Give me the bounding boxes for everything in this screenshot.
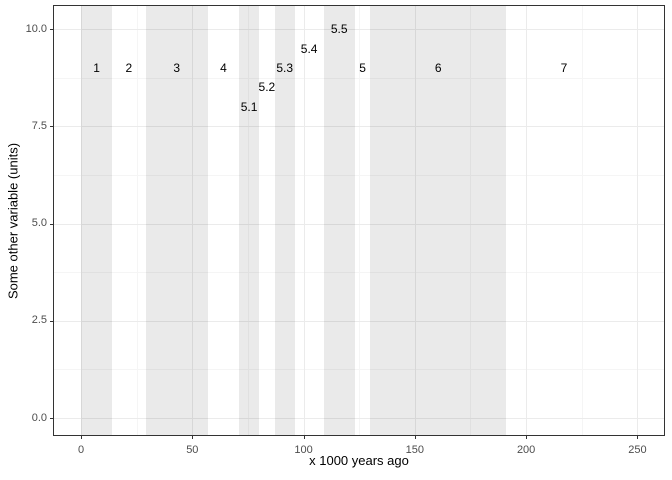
y-minor-gridline xyxy=(54,77,664,79)
x-tick-mark xyxy=(414,436,416,439)
stage-label: 1 xyxy=(93,61,100,76)
x-major-gridline xyxy=(81,6,83,435)
x-tick-label: 100 xyxy=(294,444,313,456)
stage-label: 5.2 xyxy=(258,80,276,95)
y-tick-label: 5.0 xyxy=(31,217,47,230)
stage-label: 4 xyxy=(220,61,227,76)
y-major-gridline xyxy=(54,320,664,322)
y-major-gridline xyxy=(54,126,664,128)
y-major-gridline xyxy=(54,29,664,31)
y-tick-mark xyxy=(50,223,53,225)
stage-label: 5.5 xyxy=(330,22,348,37)
x-tick-mark xyxy=(192,436,194,439)
plot-panel: 1 2 3 4 5.1 5.2 5.3 5.4 5.5 5 6 7 xyxy=(53,5,665,436)
x-major-gridline xyxy=(192,6,194,435)
x-tick-mark xyxy=(526,436,528,439)
x-major-gridline xyxy=(637,6,639,435)
stage-band xyxy=(274,6,295,435)
x-major-gridline xyxy=(526,6,528,435)
x-minor-gridline xyxy=(470,6,472,435)
stage-label: 5 xyxy=(359,61,366,76)
y-tick-mark xyxy=(50,320,53,322)
stage-band xyxy=(81,6,113,435)
x-major-gridline xyxy=(303,6,305,435)
x-tick-label: 50 xyxy=(186,444,199,456)
stage-label: 3 xyxy=(173,61,181,76)
x-tick-mark xyxy=(303,436,305,439)
x-major-gridline xyxy=(414,6,416,435)
stage-label: 5.4 xyxy=(300,41,318,56)
stage-band xyxy=(370,6,507,435)
x-tick-mark xyxy=(637,436,639,439)
y-minor-gridline xyxy=(54,174,664,176)
x-tick-label: 150 xyxy=(405,444,425,456)
y-tick-mark xyxy=(50,29,53,31)
x-tick-label: 200 xyxy=(516,444,536,456)
stage-label: 6 xyxy=(434,61,442,76)
stage-label: 2 xyxy=(125,61,133,76)
y-tick-label: 10.0 xyxy=(25,22,47,35)
x-tick-mark xyxy=(81,436,83,439)
x-minor-gridline xyxy=(581,6,583,435)
y-major-gridline xyxy=(54,418,664,420)
stage-label: 5.1 xyxy=(240,99,258,114)
stage-label: 5.3 xyxy=(276,61,293,76)
x-tick-label: 0 xyxy=(77,444,85,456)
x-tick-label: 250 xyxy=(628,444,647,456)
stage-band xyxy=(145,6,208,435)
x-minor-gridline xyxy=(359,6,361,435)
x-minor-gridline xyxy=(247,6,249,435)
y-minor-gridline xyxy=(54,369,664,371)
stage-band xyxy=(323,6,355,435)
y-tick-label: 0.0 xyxy=(31,411,47,424)
y-tick-mark xyxy=(50,126,53,128)
y-minor-gridline xyxy=(54,272,664,274)
stage-band xyxy=(239,6,260,435)
y-tick-label: 7.5 xyxy=(31,119,47,132)
y-tick-label: 2.5 xyxy=(31,314,47,327)
x-minor-gridline xyxy=(136,6,138,435)
x-axis-title: x 1000 years ago xyxy=(309,453,409,468)
stage-label: 7 xyxy=(560,61,568,76)
y-tick-mark xyxy=(50,418,53,420)
y-major-gridline xyxy=(54,223,664,225)
